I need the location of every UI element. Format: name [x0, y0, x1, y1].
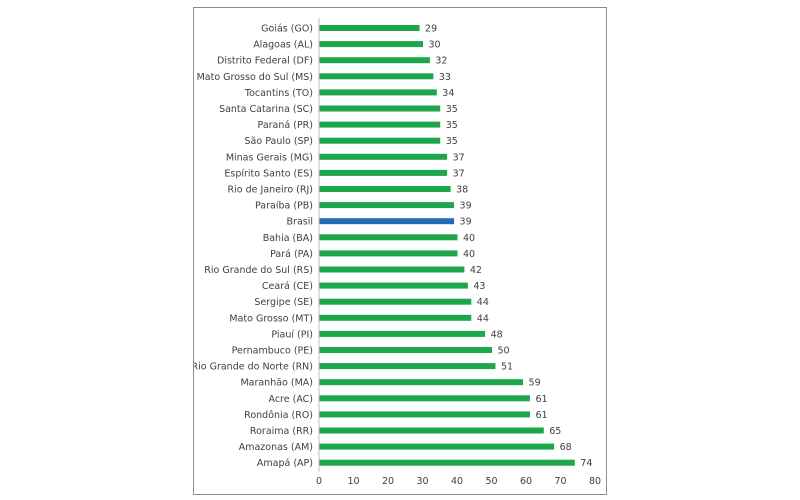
category-label-roraima-rr: Roraima (RR): [250, 426, 313, 437]
bar-parana-pr: [319, 121, 441, 128]
value-label-parana-pr: 35: [446, 120, 458, 131]
bar-brasil: [319, 218, 455, 225]
x-tick-label-40: 40: [451, 476, 463, 487]
bar-roraima-rr: [319, 427, 544, 434]
category-label-mato-grosso-mt: Mato Grosso (MT): [229, 313, 313, 324]
value-label-rondonia-ro: 61: [535, 410, 547, 421]
x-tick-label-60: 60: [520, 476, 532, 487]
bar-rondonia-ro: [319, 411, 530, 418]
bar-santa-catarina-sc: [319, 105, 441, 112]
category-label-rio-grande-do-sul-rs: Rio Grande do Sul (RS): [204, 265, 313, 276]
bar-mato-grosso-do-sul-ms: [319, 73, 434, 80]
category-label-alagoas-al: Alagoas (AL): [253, 40, 313, 51]
value-label-pernambuco-pe: 50: [498, 346, 510, 357]
value-label-rio-grande-do-sul-rs: 42: [470, 265, 482, 276]
bar-rio-grande-do-sul-rs: [319, 266, 465, 273]
category-label-mato-grosso-do-sul-ms: Mato Grosso do Sul (MS): [197, 72, 313, 83]
value-label-brasil: 39: [460, 217, 472, 228]
category-label-espirito-santo-es: Espírito Santo (ES): [224, 168, 313, 179]
category-label-ceara-ce: Ceará (CE): [262, 281, 313, 292]
bar-espirito-santo-es: [319, 169, 448, 176]
value-label-alagoas-al: 30: [429, 40, 441, 51]
value-label-santa-catarina-sc: 35: [446, 104, 458, 115]
value-label-paraiba-pb: 39: [460, 201, 472, 212]
bar-bahia-ba: [319, 234, 458, 241]
value-label-piaui-pi: 48: [491, 329, 503, 340]
category-label-maranhao-ma: Maranhão (MA): [240, 378, 313, 389]
category-label-distrito-federal-df: Distrito Federal (DF): [217, 56, 313, 67]
x-tick-label-30: 30: [416, 476, 428, 487]
bar-distrito-federal-df: [319, 57, 430, 64]
bar-goias-go: [319, 25, 420, 31]
bar-piaui-pi: [319, 330, 486, 337]
category-label-sergipe-se: Sergipe (SE): [254, 297, 313, 308]
x-tick-label-10: 10: [347, 476, 359, 487]
value-label-goias-go: 29: [425, 24, 437, 35]
value-label-amapa-ap: 74: [580, 458, 592, 469]
value-label-amazonas-am: 68: [560, 442, 572, 453]
bar-ceara-ce: [319, 282, 468, 289]
category-label-bahia-ba: Bahia (BA): [263, 233, 313, 244]
bar-paraiba-pb: [319, 202, 455, 209]
category-label-acre-ac: Acre (AC): [269, 394, 314, 405]
category-label-amapa-ap: Amapá (AP): [257, 458, 313, 469]
value-label-roraima-rr: 65: [549, 426, 561, 437]
category-label-piaui-pi: Piauí (PI): [271, 329, 313, 340]
bar-rio-grande-do-norte-rn: [319, 363, 496, 370]
bar-rio-de-janeiro-rj: [319, 186, 451, 192]
value-label-minas-gerais-mg: 37: [453, 152, 465, 163]
bar-chart: Goiás (GO) 29 Alagoas (AL) 30 Distrito Feder…: [194, 18, 601, 487]
x-tick-label-80: 80: [589, 476, 601, 487]
value-label-tocantins-to: 34: [442, 88, 454, 99]
bar-acre-ac: [319, 395, 530, 402]
category-label-pernambuco-pe: Pernambuco (PE): [232, 346, 313, 357]
category-label-brasil: Brasil: [287, 217, 313, 228]
bar-minas-gerais-mg: [319, 153, 448, 160]
bar-sergipe-se: [319, 298, 472, 305]
category-label-rio-de-janeiro-rj: Rio de Janeiro (RJ): [228, 185, 313, 196]
category-label-minas-gerais-mg: Minas Gerais (MG): [226, 152, 313, 163]
bar-amazonas-am: [319, 443, 555, 450]
x-tick-label-50: 50: [485, 476, 497, 487]
category-label-santa-catarina-sc: Santa Catarina (SC): [219, 104, 313, 115]
bar-pernambuco-pe: [319, 347, 492, 353]
value-label-para-pa: 40: [463, 249, 475, 260]
value-label-mato-grosso-mt: 44: [477, 313, 489, 324]
bar-mato-grosso-mt: [319, 314, 472, 321]
value-label-sao-paulo-sp: 35: [446, 136, 458, 147]
category-label-parana-pr: Paraná (PR): [258, 120, 313, 131]
value-label-rio-de-janeiro-rj: 38: [456, 185, 468, 196]
bar-sao-paulo-sp: [319, 137, 441, 144]
bar-tocantins-to: [319, 89, 437, 96]
value-label-maranhao-ma: 59: [529, 378, 541, 389]
value-label-acre-ac: 61: [535, 394, 547, 405]
x-tick-label-20: 20: [382, 476, 394, 487]
bar-amapa-ap: [319, 459, 575, 466]
value-label-rio-grande-do-norte-rn: 51: [501, 362, 513, 373]
chart-frame: Goiás (GO) 29 Alagoas (AL) 30 Distrito Feder…: [193, 7, 607, 495]
value-label-ceara-ce: 43: [473, 281, 485, 292]
value-label-bahia-ba: 40: [463, 233, 475, 244]
category-label-rondonia-ro: Rondônia (RO): [244, 410, 313, 421]
category-label-rio-grande-do-norte-rn: Rio Grande do Norte (RN): [194, 362, 313, 373]
category-label-paraiba-pb: Paraíba (PB): [255, 201, 313, 212]
category-label-tocantins-to: Tocantins (TO): [244, 88, 313, 99]
category-label-para-pa: Pará (PA): [270, 249, 313, 260]
bar-alagoas-al: [319, 41, 423, 48]
x-tick-label-70: 70: [554, 476, 566, 487]
bar-maranhao-ma: [319, 379, 524, 386]
value-label-espirito-santo-es: 37: [453, 168, 465, 179]
value-label-sergipe-se: 44: [477, 297, 489, 308]
value-label-distrito-federal-df: 32: [435, 56, 447, 67]
x-tick-label-0: 0: [316, 476, 322, 487]
category-label-goias-go: Goiás (GO): [261, 24, 313, 35]
value-label-mato-grosso-do-sul-ms: 33: [439, 72, 451, 83]
category-label-sao-paulo-sp: São Paulo (SP): [245, 136, 313, 147]
bar-para-pa: [319, 250, 458, 257]
category-label-amazonas-am: Amazonas (AM): [239, 442, 313, 453]
